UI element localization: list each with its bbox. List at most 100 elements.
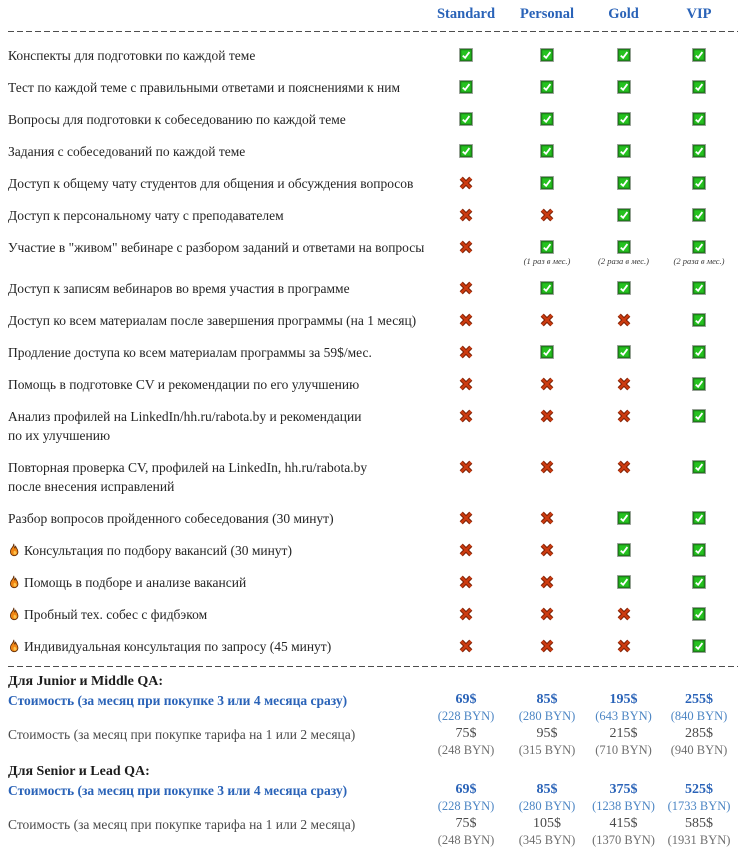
price-usd: 75$ [455,726,477,741]
feature-label: Продление доступа ко всем материалам про… [0,343,425,362]
cross-icon [617,313,631,327]
check-icon [692,460,706,474]
check-icon [459,80,473,94]
plan-cell [660,573,738,589]
check-icon [616,575,631,589]
plan-cell [660,174,738,190]
cross-icon [617,607,631,621]
check-icon [692,112,706,126]
plan-cell [507,509,587,525]
check-icon [692,208,706,222]
cross-icon [459,460,473,474]
feature-text: Пробный тех. собес с фидбэком [24,607,208,622]
plan-cell [587,407,660,423]
feature-row: Помощь в подготовке CV и рекомендации по… [0,369,738,401]
feature-text: Разбор вопросов пройденного собеседовани… [8,511,334,526]
flame-icon [8,607,19,621]
cross-icon [617,377,631,391]
plan-cell [587,541,660,557]
plan-cell [425,375,507,391]
plan-cell [660,343,738,359]
plan-cell: (2 раза в мес.) [587,238,660,266]
price-cell: 585$ (1931 BYN) [660,816,738,848]
check-icon [692,607,706,621]
check-icon [692,144,706,158]
cross-icon [459,409,473,423]
plans-header-row: Standard Personal Gold VIP [0,0,738,24]
plan-cell [507,343,587,359]
check-icon [692,48,706,62]
feature-text: Доступ ко всем материалам после завершен… [8,313,417,328]
price-cell: 215$ (710 BYN) [587,726,660,758]
cross-icon [540,511,554,525]
plan-cell [587,343,660,359]
check-icon [616,176,631,190]
pricing-separator [8,666,738,667]
plan-cell [507,637,587,653]
price-byn: (840 BYN) [670,709,728,723]
price-usd: 75$ [455,816,477,831]
feature-text: Консультация по подбору вакансий (30 мин… [24,543,292,558]
price-cell: 75$ (248 BYN) [425,726,507,758]
price-row-label: Стоимость (за месяц при покупке тарифа н… [8,817,356,832]
price-cell: 85$ (280 BYN) [507,692,587,724]
check-icon [616,511,631,525]
price-byn: (710 BYN) [595,743,652,757]
cross-icon [459,607,473,621]
plan-cell [660,509,738,525]
plan-cell [587,375,660,391]
plan-cell [587,206,660,222]
frequency-note: (2 раза в мес.) [673,256,725,266]
cross-icon [459,639,473,653]
plan-header-standard: Standard [436,6,496,22]
check-icon [616,345,631,359]
feature-text: Доступ к общему чату студентов для общен… [8,176,414,191]
price-usd: 95$ [536,726,558,741]
price-byn: (315 BYN) [518,743,576,757]
feature-text: Анализ профилей на LinkedIn/hh.ru/rabota… [8,409,362,443]
cross-icon [459,240,473,254]
feature-label: Доступ к персональному чату с преподават… [0,206,425,225]
plan-cell [507,541,587,557]
plan-header-vip: VIP [686,6,712,22]
price-row: Стоимость (за месяц при покупке тарифа н… [0,815,738,849]
plan-cell [425,573,507,589]
feature-text: Доступ к записям вебинаров во время учас… [8,281,350,296]
price-usd: 195$ [609,692,638,707]
feature-row: Помощь в подборе и анализе вакансий [0,567,738,599]
check-icon [692,80,706,94]
check-icon [616,144,631,158]
feature-label: Доступ ко всем материалам после завершен… [0,311,425,330]
price-row: Стоимость (за месяц при покупке 3 или 4 … [0,781,738,815]
check-icon [616,48,631,62]
cross-icon [617,639,631,653]
plan-cell [660,78,738,94]
plan-cell [660,311,738,327]
cross-icon [540,543,554,557]
price-byn: (345 BYN) [518,833,576,847]
feature-row: Задания с собеседований по каждой теме [0,136,738,168]
plan-cell [660,541,738,557]
feature-row: Анализ профилей на LinkedIn/hh.ru/rabota… [0,401,738,452]
pricing-section-title: Для Junior и Middle QA: [8,674,163,689]
plan-cell [660,206,738,222]
pricing-section-title: Для Senior и Lead QA: [8,764,150,779]
cross-icon [459,377,473,391]
cross-icon [540,607,554,621]
plan-cell [425,541,507,557]
check-icon [692,639,706,653]
cross-icon [540,409,554,423]
plan-cell [425,311,507,327]
feature-row: Консультация по подбору вакансий (30 мин… [0,535,738,567]
price-usd: 285$ [685,726,713,741]
plan-cell [587,605,660,621]
cross-icon [459,208,473,222]
price-cell: 255$ (840 BYN) [660,692,738,724]
plan-cell [660,605,738,621]
check-icon [540,48,554,62]
price-byn: (1733 BYN) [667,799,731,813]
flame-icon [8,575,19,589]
check-icon [616,80,631,94]
price-usd: 585$ [685,816,713,831]
